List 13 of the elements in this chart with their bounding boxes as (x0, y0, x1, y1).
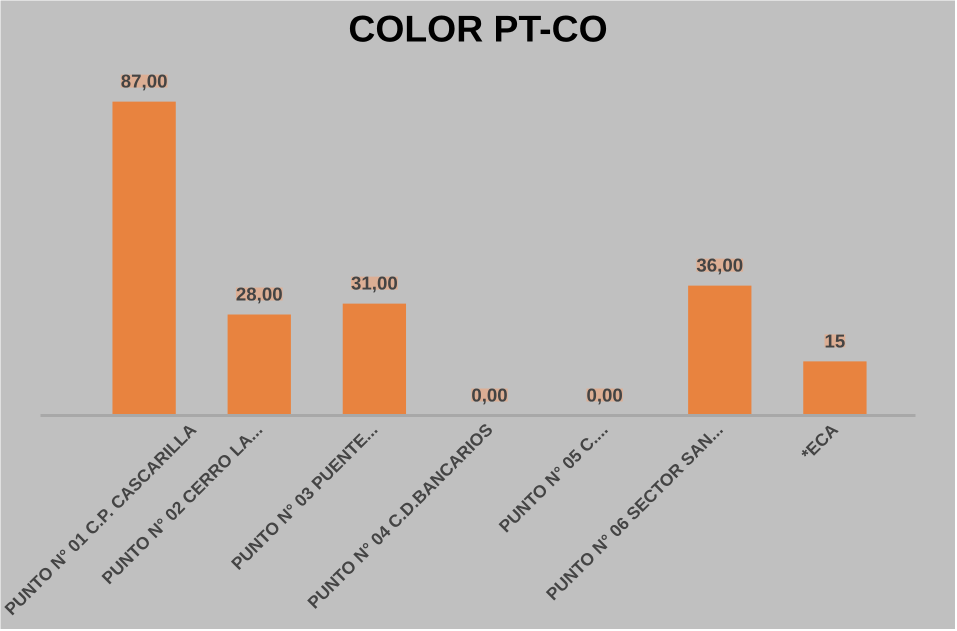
bar (803, 361, 867, 416)
data-label: 28,00 (236, 283, 283, 304)
data-label: 31,00 (351, 272, 398, 294)
bar (342, 304, 406, 416)
bar (112, 102, 176, 416)
data-label: 0,00 (471, 384, 508, 406)
data-label: 15 (824, 330, 846, 352)
bar (228, 314, 291, 416)
data-label: 87,00 (120, 70, 168, 92)
chart-title: COLOR PT-CO (348, 8, 608, 50)
data-label: 36,00 (696, 254, 744, 276)
data-label: 0,00 (586, 384, 623, 406)
bar (688, 286, 752, 416)
